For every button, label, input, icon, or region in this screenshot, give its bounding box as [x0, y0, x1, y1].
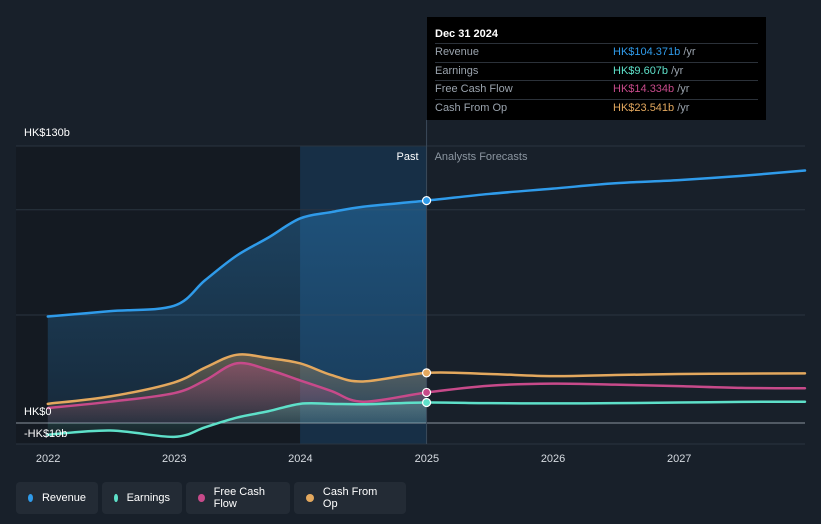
marker-cash-from-op: [421, 368, 432, 378]
tooltip-name: Earnings: [435, 64, 479, 77]
tooltip-name: Revenue: [435, 46, 480, 58]
tooltip-name: Cash From Op: [435, 101, 508, 114]
series-lines: [46, 169, 807, 439]
x-tick-label: 2022: [36, 453, 60, 465]
marker-earnings: [421, 397, 432, 408]
tooltip-row-earnings: Earnings HK$9.607b /yr: [435, 61, 758, 81]
y-axis-label: HK$0: [24, 406, 52, 418]
line-free-cash-flow: [46, 361, 807, 410]
legend-label: Earnings: [126, 492, 170, 504]
line-revenue: [46, 169, 807, 318]
axis-labels: HK$130b HK$0 -HK$10b 2022 2023 2024 2025 2026 20…: [24, 127, 691, 465]
series-areas: [47, 200, 427, 437]
tooltip-row-revenue: Revenue HK$104.371b /yr: [435, 43, 758, 62]
tooltip: Dec 31 2024 Revenue HK$104.371b /yr Earn…: [427, 17, 766, 120]
tooltip-unit: /yr: [683, 46, 696, 58]
x-tick-label: 2027: [667, 453, 691, 465]
legend-item-free-cash-flow[interactable]: Free Cash Flow: [186, 482, 290, 514]
tooltip-row-free-cash-flow: Free Cash Flow HK$14.334b /yr: [435, 80, 758, 99]
tooltip-date: Dec 31 2024: [435, 28, 498, 40]
x-tick-label: 2026: [541, 453, 565, 465]
tooltip-name: Free Cash Flow: [435, 83, 513, 95]
tooltip-value: HK$14.334b: [613, 83, 675, 95]
legend-item-revenue[interactable]: Revenue: [16, 482, 98, 514]
line-earnings: [46, 400, 807, 439]
legend-item-cash-from-op[interactable]: Cash From Op: [294, 482, 406, 514]
tooltip-value: HK$9.607b: [613, 64, 669, 77]
tooltip-row-cash-from-op: Cash From Op HK$23.541b /yr: [435, 98, 758, 118]
tooltip-value: HK$23.541b: [613, 101, 675, 114]
tooltip-unit: /yr: [671, 64, 684, 77]
y-axis-label: HK$130b: [24, 127, 70, 139]
legend-label: Free Cash Flow: [213, 486, 265, 510]
area-earnings: [47, 402, 427, 437]
legend-label: Revenue: [41, 492, 86, 504]
forecast-label: Analysts Forecasts: [435, 151, 528, 163]
line-cash-from-op: [46, 353, 807, 406]
x-tick-label: 2023: [162, 453, 186, 465]
past-label: Past: [397, 151, 419, 163]
legend-label: Cash From Op: [322, 486, 378, 510]
legend-dot-icon: [28, 494, 33, 502]
marker-revenue: [421, 196, 432, 206]
x-tick-label: 2025: [415, 453, 439, 465]
tooltip-value: HK$104.371b: [613, 46, 681, 58]
tooltip-unit: /yr: [677, 83, 690, 95]
legend: Revenue Earnings Free Cash Flow Cash Fro…: [16, 482, 406, 514]
area-revenue: [47, 200, 427, 423]
legend-dot-icon: [114, 494, 118, 502]
x-tick-label: 2024: [288, 453, 312, 465]
legend-dot-icon: [198, 494, 205, 502]
marker-free-cash-flow: [421, 387, 432, 398]
hover-markers: [421, 196, 432, 408]
legend-item-earnings[interactable]: Earnings: [102, 482, 182, 514]
legend-dot-icon: [306, 494, 314, 502]
tooltip-unit: /yr: [677, 101, 690, 114]
y-axis-label: -HK$10b: [24, 428, 67, 440]
